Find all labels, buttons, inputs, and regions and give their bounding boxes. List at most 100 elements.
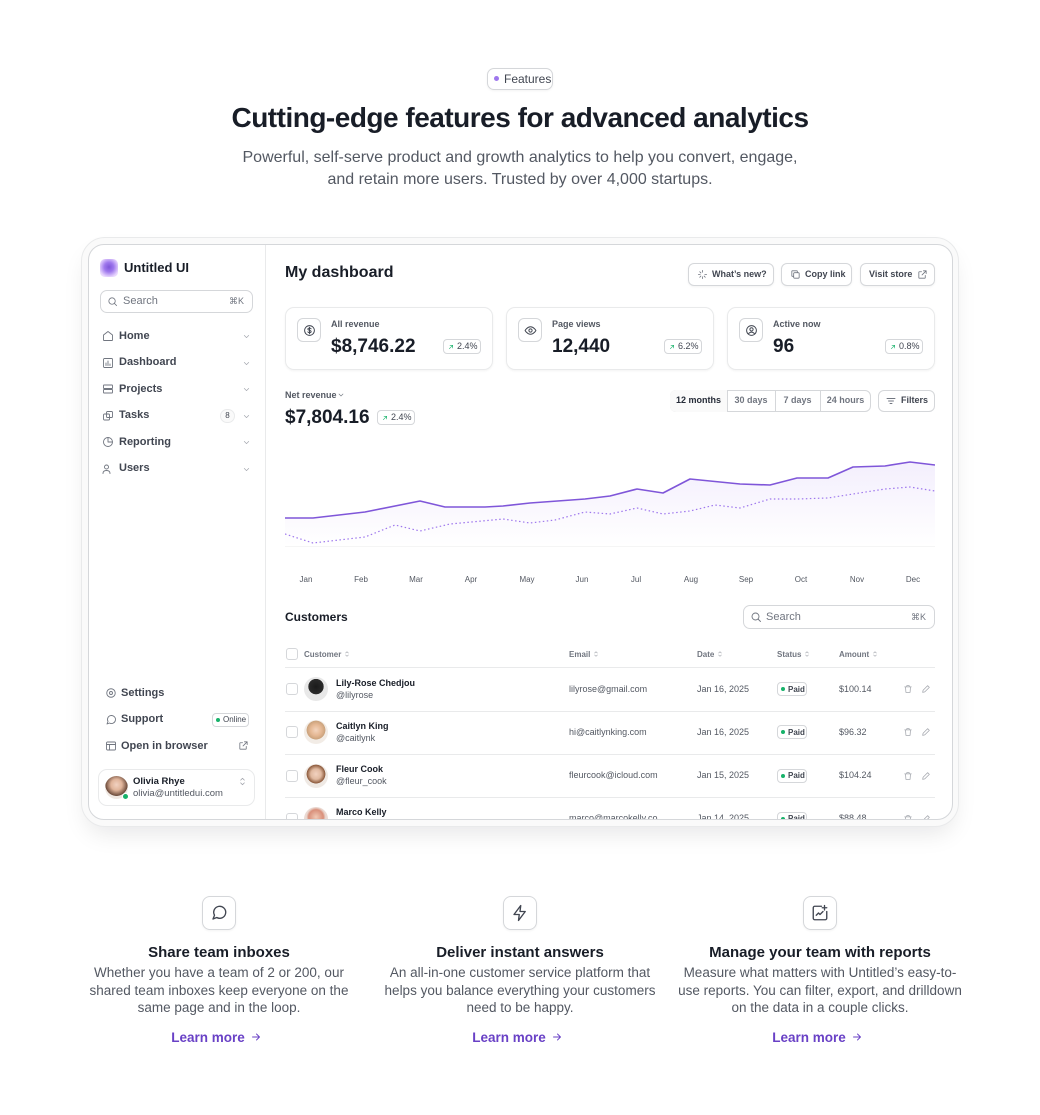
search-icon [107, 296, 118, 307]
user-card[interactable] [98, 769, 255, 806]
customer-avatar [304, 677, 328, 701]
header-button[interactable] [781, 263, 852, 286]
range-label: 24 hours [826, 395, 865, 405]
feature-title: Share team inboxes [148, 943, 290, 961]
footer-nav-label: Open in browser [121, 739, 208, 752]
online-dot [122, 793, 129, 800]
arrow-icon [551, 1031, 563, 1043]
customer-handle: @lilyrose [336, 689, 374, 700]
revenue-chart [285, 446, 935, 556]
footer-nav-icon [105, 740, 117, 752]
search-icon [750, 611, 762, 623]
learn-more-link[interactable]: Learn more [772, 1029, 846, 1045]
feature-icon [811, 904, 829, 922]
feature-description: An all-in-one customer service platform … [384, 965, 656, 1015]
chevron [242, 465, 251, 474]
customer-avatar [304, 763, 328, 788]
customer-date: Jan 16, 2025 [697, 683, 750, 694]
delete-icon [903, 771, 913, 781]
stat-change: 6.2% [678, 341, 699, 351]
customer-name: Fleur Cook [336, 764, 384, 775]
stat-icon [303, 324, 316, 337]
nav-badge-text: 8 [225, 411, 230, 420]
learn-more-link[interactable]: Learn more [472, 1029, 546, 1045]
month-label: Jul [630, 574, 642, 584]
feature-description: Measure what matters with Untitled’s eas… [678, 965, 962, 1015]
stat-change: 0.8% [899, 341, 920, 351]
customer-handle: @fleur_cook [336, 776, 387, 787]
feature-icon-box [202, 896, 236, 930]
month-label: Jan [299, 574, 313, 584]
customer-avatar [304, 720, 328, 745]
column-header: Status [777, 649, 802, 659]
customers-search-shortcut: ⌘K [910, 611, 926, 622]
filters-label: Filters [901, 395, 929, 405]
stat-change: 2.4% [457, 341, 478, 351]
edit-icon [921, 684, 931, 694]
chart-baseline [285, 546, 935, 547]
customers-search[interactable] [743, 605, 935, 629]
checkbox[interactable] [286, 726, 298, 739]
learn-more-link[interactable]: Learn more [171, 1029, 245, 1045]
user-switch [237, 776, 248, 787]
table-divider [285, 797, 935, 799]
button-icon [697, 269, 708, 280]
feature-icon-box [503, 896, 537, 930]
dashboard: Untitled UI Search ⌘K Home Dashboard Projects… [88, 244, 953, 820]
nav-label: Tasks [119, 409, 150, 421]
stat-value: 96 [773, 335, 795, 357]
month-label: Apr [464, 574, 478, 584]
stat-label: Active now [773, 318, 821, 329]
nav-badge [220, 408, 235, 423]
filter-icon [885, 395, 897, 407]
customer-date: Jan 16, 2025 [697, 726, 750, 737]
edit-icon [921, 814, 931, 819]
customer-avatar [304, 806, 328, 819]
nav-icon [102, 463, 114, 475]
status-badge [212, 712, 249, 727]
customers-title: Customers [285, 609, 348, 624]
range-option[interactable] [775, 390, 820, 412]
range-option[interactable] [727, 390, 775, 412]
month-label: Mar [409, 574, 423, 584]
checkbox[interactable] [286, 769, 298, 782]
stat-label: Page views [552, 318, 601, 329]
checkbox[interactable] [286, 683, 298, 695]
month-label: Feb [354, 574, 368, 584]
arrow-icon [250, 1031, 262, 1043]
header-button[interactable] [688, 263, 774, 286]
stat-card [285, 307, 493, 370]
table-divider [285, 710, 935, 712]
feature-title: Deliver instant answers [436, 943, 604, 961]
revenue-value: $7,804.16 [285, 406, 370, 428]
nav-label: Home [119, 329, 150, 342]
header-button[interactable] [860, 263, 935, 286]
checkbox[interactable] [286, 812, 298, 819]
range-label: 30 days [734, 395, 768, 405]
sidebar-search[interactable] [100, 290, 253, 313]
checkbox[interactable] [286, 648, 298, 660]
sort-icon [716, 650, 724, 658]
customer-amount: $96.32 [839, 726, 867, 737]
nav-icon [102, 436, 114, 448]
badge-dot [494, 76, 499, 81]
filters-button[interactable] [878, 390, 935, 412]
badge [487, 68, 553, 90]
sidebar-search-placeholder: Search [123, 294, 158, 307]
delete-icon [903, 684, 913, 694]
month-label: Nov [849, 574, 865, 584]
stat-label: All revenue [331, 318, 380, 329]
button-label: Visit store [869, 269, 913, 279]
trend-icon [668, 343, 676, 351]
status-text: Paid [788, 727, 805, 737]
revenue-change-badge [377, 410, 415, 425]
range-option[interactable] [820, 390, 871, 412]
footer-nav-label: Settings [121, 686, 165, 699]
range-option[interactable] [670, 390, 727, 412]
stat-change-badge [664, 339, 702, 354]
stat-change-badge [443, 339, 481, 354]
feature-title: Manage your team with reports [709, 943, 931, 961]
nav-label: Dashboard [119, 356, 177, 368]
edit-icon [921, 727, 931, 737]
